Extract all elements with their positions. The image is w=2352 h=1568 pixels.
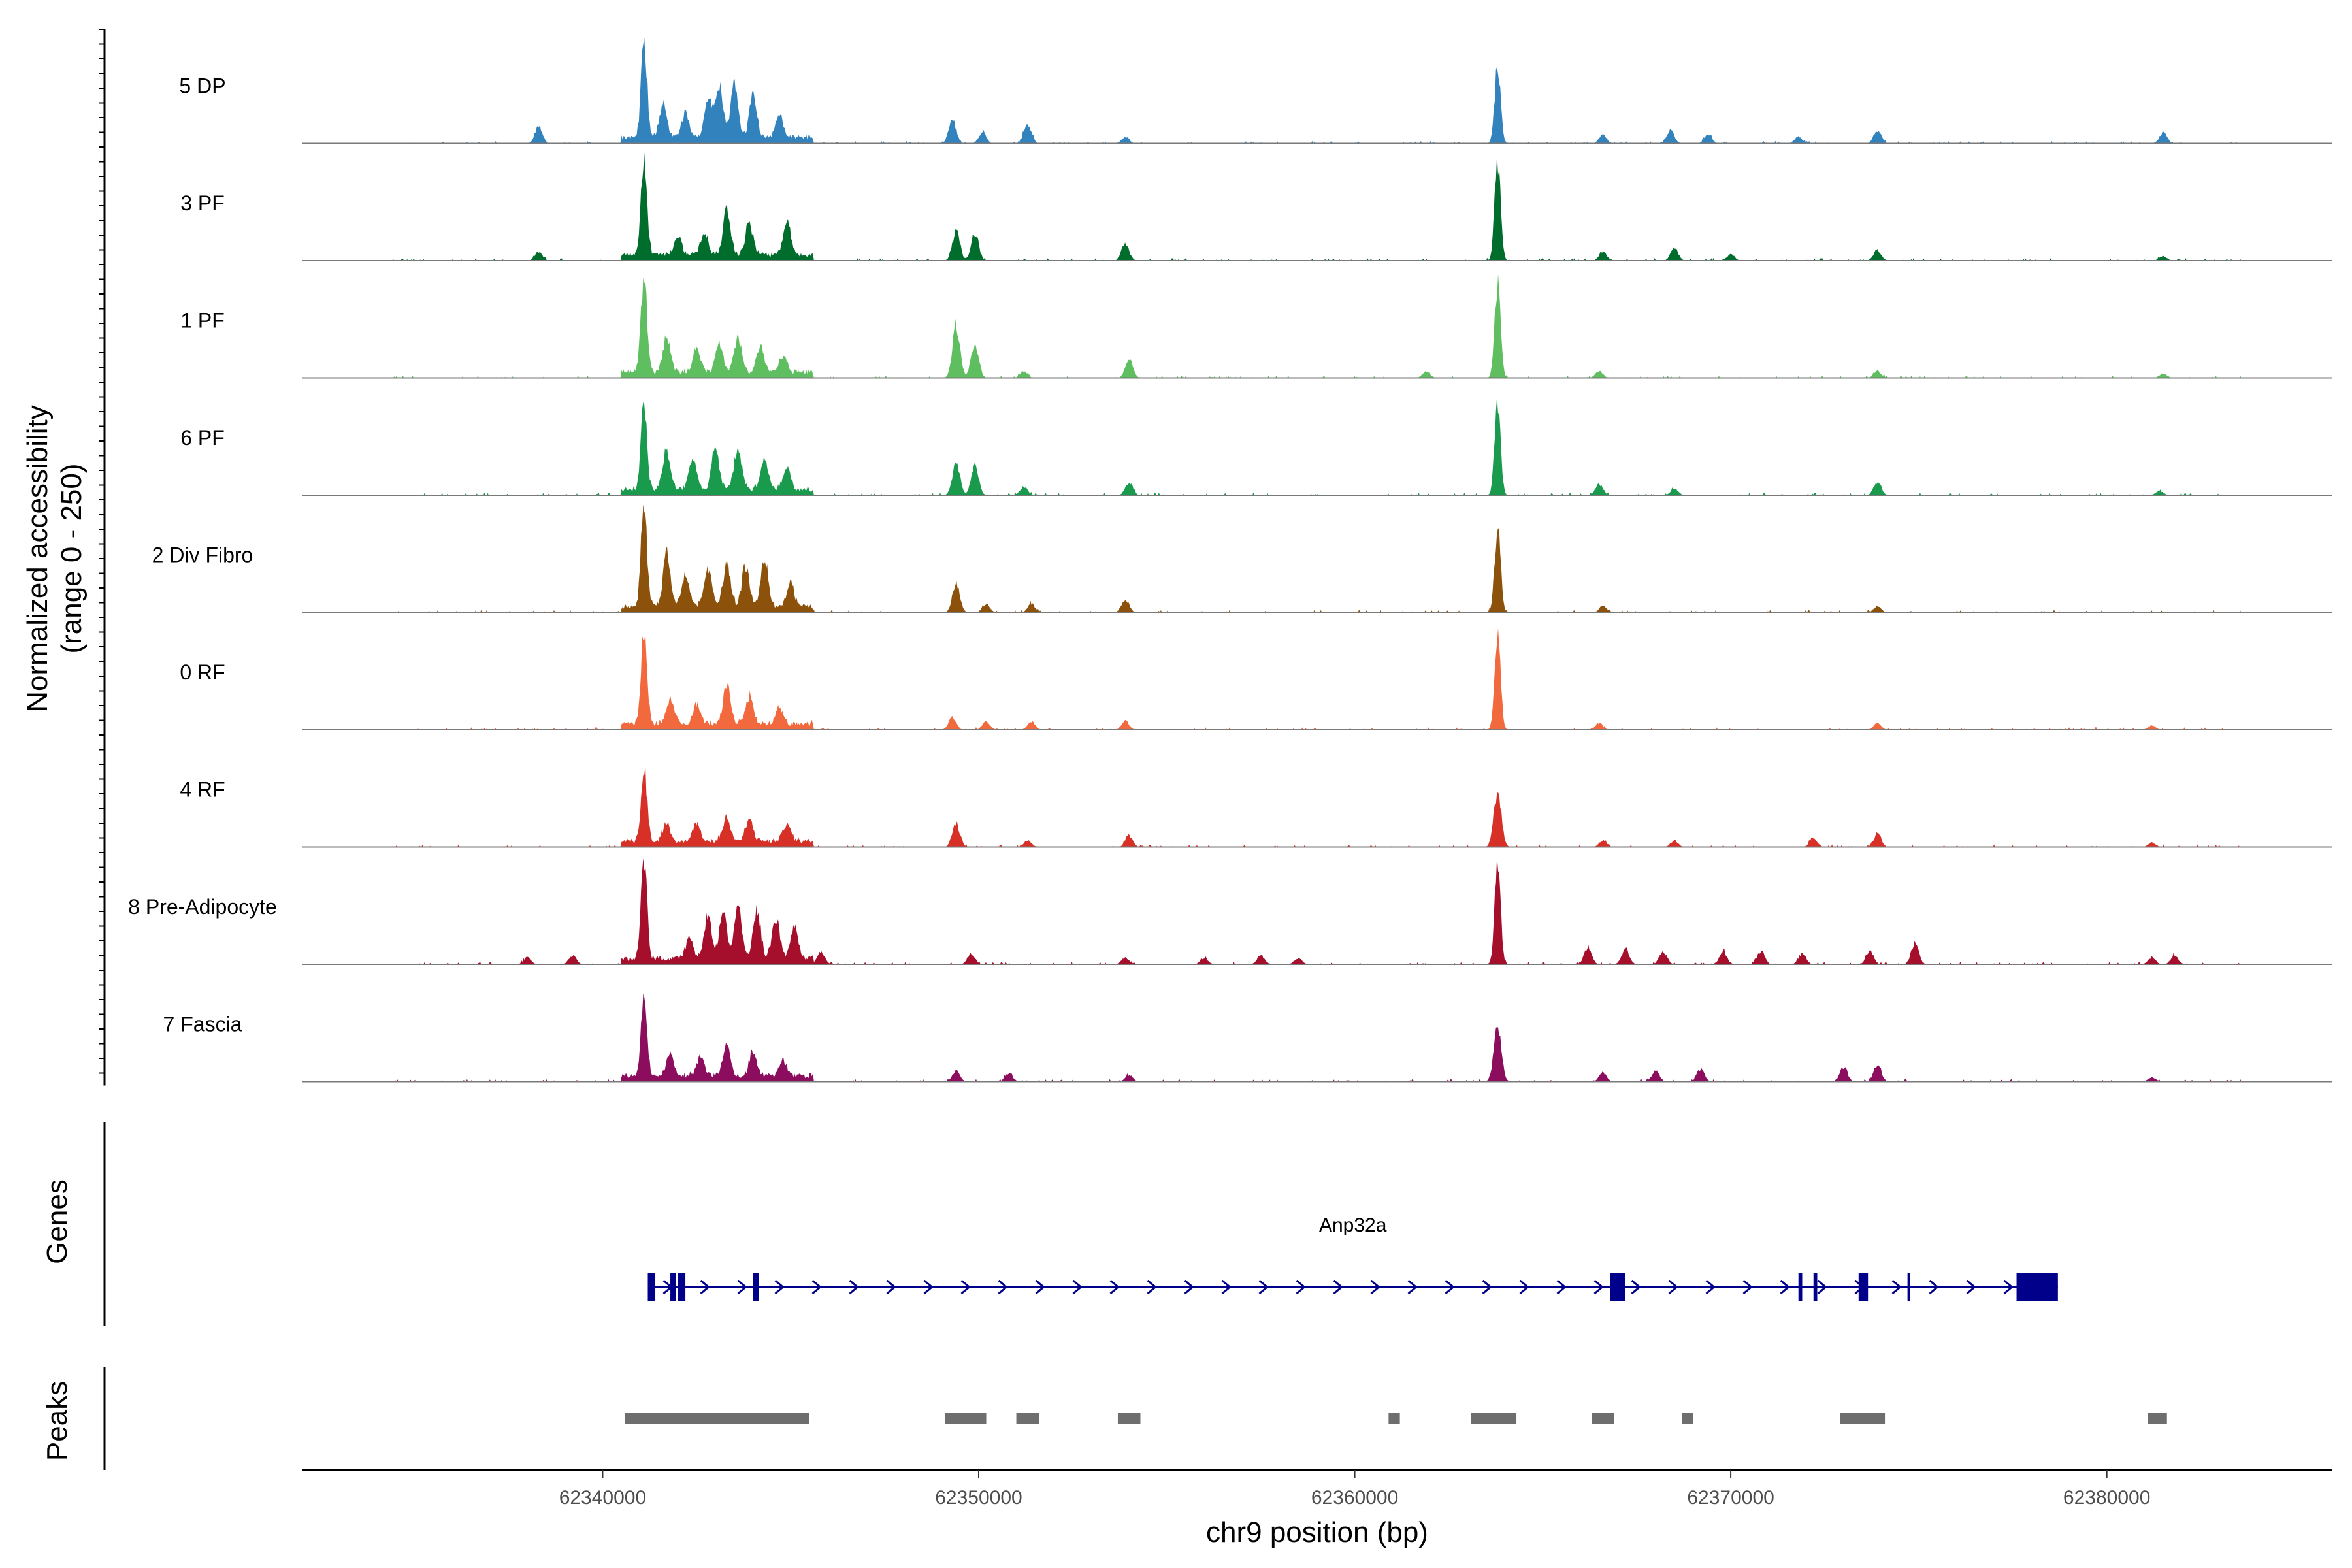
track-7: 8 Pre-Adipocyte [128,857,2332,965]
track-2: 1 PF [180,274,2332,379]
track-6: 4 RF [180,764,2332,848]
strand-arrow [1929,1279,1939,1295]
x-tick-label: 62340000 [559,1487,646,1509]
track-8: 7 Fascia [163,994,2332,1083]
strand-arrow [1817,1279,1827,1295]
y-axis-label-line1: Normalized accessibility [22,405,54,711]
gene-exon [1610,1273,1625,1301]
x-tick-label: 62360000 [1311,1487,1398,1509]
track-label: 3 PF [180,191,225,215]
strand-arrow [1966,1279,1976,1295]
track-label: 6 PF [180,426,225,449]
coverage-area [392,397,2241,495]
track-label: 0 RF [180,661,225,684]
coverage-tracks: 5 DP 3 PF 1 PF 6 PF 2 Div Fibro 0 RF 4 RF 8 Pre… [99,29,2332,1086]
strand-arrow [1780,1279,1790,1295]
strand-arrow [737,1279,747,1295]
track-label: 2 Div Fibro [152,544,253,567]
peak-region [1682,1413,1693,1424]
track-1: 3 PF [180,153,2332,261]
genes-track-label: Genes [41,1179,73,1264]
peak-region [1388,1413,1400,1424]
strand-arrow [849,1279,859,1295]
x-tick-label: 62380000 [2063,1487,2150,1509]
coverage-area [392,764,2241,847]
strand-arrow [1221,1279,1232,1295]
coverage-area [392,857,2241,964]
strand-arrow [1258,1279,1269,1295]
strand-arrow [1407,1279,1418,1295]
strand-arrow [1593,1279,1604,1295]
strand-arrow [1482,1279,1492,1295]
strand-arrow [1184,1279,1194,1295]
strand-arrow [1668,1279,1678,1295]
coverage-area [392,994,2241,1082]
strand-arrow [923,1279,934,1295]
gene-exon [647,1273,656,1301]
strand-arrow [1742,1279,1753,1295]
strand-arrow [700,1279,710,1295]
strand-arrow [1333,1279,1343,1295]
strand-arrow [886,1279,896,1295]
peak-region [1016,1413,1039,1424]
track-0: 5 DP [179,37,2332,144]
strand-arrow [998,1279,1008,1295]
peak-region [625,1413,809,1424]
peak-track [103,1367,2167,1470]
y-axis-label-line2: (range 0 - 250) [56,463,88,653]
x-tick-label: 62370000 [1687,1487,1774,1509]
strand-arrow [1296,1279,1306,1295]
x-axis: 62340000 62350000 62360000 62370000 62380000 [302,1469,2332,1509]
strand-arrow [1891,1279,1902,1295]
peak-region [945,1413,987,1424]
coverage-area [392,628,2241,730]
gene-name-label: Anp32a [1319,1215,1387,1236]
track-label: 5 DP [179,74,225,98]
strand-arrow [1705,1279,1716,1295]
gene-exon [1907,1273,1910,1301]
peak-region [1117,1413,1141,1424]
track-5: 0 RF [180,628,2332,730]
track-label: 1 PF [180,309,225,333]
coverage-area [392,153,2241,261]
peak-region [1592,1413,1614,1424]
gene-exon [2016,1273,2058,1301]
coverage-area [392,37,2241,144]
peak-region [1840,1413,1886,1424]
strand-arrow [1072,1279,1083,1295]
strand-arrow [1035,1279,1045,1295]
strand-arrow [1370,1279,1380,1295]
strand-arrow [1147,1279,1157,1295]
track-3: 6 PF [180,397,2332,496]
strand-arrow [1556,1279,1567,1295]
strand-arrow [774,1279,785,1295]
gene-exon [678,1273,686,1301]
strand-arrow [960,1279,971,1295]
strand-arrow [1445,1279,1455,1295]
strand-arrow [1519,1279,1529,1295]
x-axis-label: chr9 position (bp) [1206,1516,1428,1548]
peaks-track-label: Peaks [41,1381,73,1461]
track-4: 2 Div Fibro [152,504,2332,613]
peak-region [1471,1413,1517,1424]
peak-region [2148,1413,2167,1424]
gene-exon [753,1273,759,1301]
track-label: 7 Fascia [163,1013,242,1036]
gene-exon [670,1273,676,1301]
x-tick-label: 62350000 [935,1487,1022,1509]
track-label: 8 Pre-Adipocyte [128,895,277,919]
coverage-area [392,504,2241,613]
gene-exon [1798,1273,1803,1301]
track-label: 4 RF [180,778,225,802]
coverage-area [392,274,2241,378]
gene-exon [1858,1273,1869,1301]
gene-track: Anp32a [103,1122,2058,1326]
strand-arrow [1109,1279,1120,1295]
strand-arrow [1631,1279,1641,1295]
strand-arrow [2003,1279,2014,1295]
strand-arrow [811,1279,822,1295]
gene-exon [1813,1273,1818,1301]
